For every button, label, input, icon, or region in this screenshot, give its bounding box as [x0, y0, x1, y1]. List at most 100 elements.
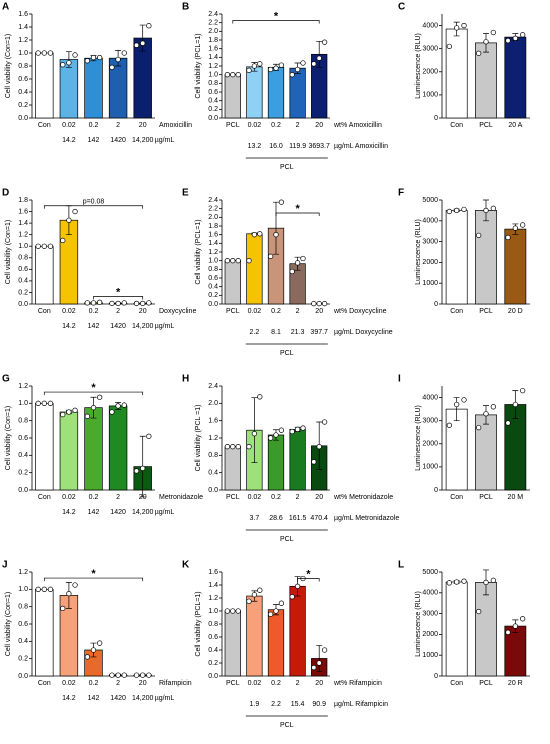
- significance-label: *: [274, 10, 279, 22]
- x-tick-label: 2: [116, 308, 120, 315]
- x-sublabel: 14.2: [62, 509, 76, 516]
- panel-label: L: [398, 560, 404, 571]
- y-axis-label: Cell viability (PCL=1): [195, 591, 202, 656]
- data-point: [235, 72, 241, 78]
- significance-bar: [43, 391, 144, 396]
- panel-label: C: [398, 2, 405, 13]
- data-point: [35, 400, 41, 406]
- bar: [35, 402, 54, 491]
- x-sublabel: 13.2: [248, 143, 262, 150]
- data-point: [476, 50, 482, 56]
- y-tick-label: 2.4: [208, 11, 218, 18]
- error-bar: [139, 24, 146, 52]
- y-tick-label: 2000: [422, 441, 438, 448]
- data-point: [72, 52, 78, 58]
- data-point: [267, 253, 274, 259]
- panel-label: A: [2, 2, 9, 13]
- data-point: [230, 444, 236, 450]
- x-tick-label: 2: [296, 680, 300, 687]
- data-point: [41, 586, 47, 592]
- x-sublabel: 1.9: [250, 701, 260, 708]
- data-point: [121, 672, 127, 678]
- group-label: PCL: [280, 350, 294, 357]
- y-tick-label: 1.4: [208, 240, 218, 247]
- y-tick-label: 1000: [422, 464, 438, 471]
- group-label: PCL: [280, 722, 294, 729]
- data-point: [72, 582, 78, 588]
- x-sublabel: 14,200: [132, 137, 154, 144]
- y-tick-label: 0: [434, 673, 438, 680]
- x-tick-label: 20 R: [508, 680, 523, 687]
- data-point: [235, 258, 241, 264]
- x-tick-label: 2: [116, 494, 120, 501]
- data-point: [289, 72, 295, 78]
- data-point: [483, 39, 489, 45]
- data-point: [294, 66, 301, 73]
- y-tick-label: 0.8: [18, 604, 28, 611]
- x-tick-label: 2: [116, 122, 120, 129]
- x-tick-label: Con: [450, 494, 463, 501]
- data-point: [267, 66, 274, 73]
- data-point: [512, 225, 518, 231]
- bar: [445, 210, 468, 305]
- y-tick-label: 2000: [422, 631, 438, 638]
- data-point: [84, 300, 90, 306]
- data-point: [454, 401, 460, 408]
- data-point: [90, 647, 97, 653]
- data-point: [257, 587, 263, 593]
- y-tick-label: 0.0: [208, 115, 218, 122]
- data-point: [146, 300, 152, 306]
- y-tick-label: 4000: [422, 394, 438, 401]
- data-point: [109, 300, 115, 307]
- x-sublabel: 14,200: [132, 323, 154, 330]
- significance-label: p=0.08: [83, 199, 105, 206]
- x-sublabel: 142: [88, 323, 100, 330]
- x-tick-label: PCL: [226, 494, 240, 501]
- y-tick-label: 0.4: [208, 647, 218, 654]
- data-point: [505, 234, 511, 241]
- error-bar: [251, 397, 258, 464]
- bar: [445, 408, 468, 491]
- data-point: [96, 640, 103, 646]
- x-tick-label: 20: [139, 494, 147, 501]
- bar: [289, 585, 306, 677]
- data-point: [273, 65, 279, 71]
- x-sublabel: 90.9: [312, 701, 326, 708]
- x-sublabel-unit: µg/mL Metronidazole: [334, 515, 399, 522]
- data-point: [294, 426, 301, 432]
- y-tick-label: 1.2: [18, 383, 28, 390]
- x-tick-label: 2: [296, 122, 300, 129]
- bar: [224, 610, 241, 677]
- data-point: [490, 205, 496, 211]
- bar: [289, 428, 306, 491]
- data-point: [235, 444, 241, 450]
- data-point: [47, 50, 54, 56]
- x-sublabel-unit: µg/mL: [155, 323, 175, 330]
- x-tick-label: 0.02: [248, 122, 262, 129]
- data-point: [300, 425, 306, 431]
- data-point: [140, 672, 146, 678]
- x-tick-label: 0.2: [271, 494, 281, 501]
- data-point: [289, 428, 295, 435]
- data-point: [257, 231, 263, 237]
- y-tick-label: 0.2: [208, 660, 218, 667]
- panel-label: F: [398, 188, 404, 199]
- group-label: PCL: [280, 536, 294, 543]
- x-tick-label: 20: [139, 308, 147, 315]
- data-point: [66, 60, 72, 66]
- data-point: [505, 629, 511, 635]
- y-axis-label: Luminescence (RLU): [415, 33, 422, 99]
- bar: [267, 66, 285, 119]
- y-tick-label: 0.0: [18, 115, 28, 122]
- data-point: [454, 25, 460, 31]
- x-sublabel: 8.1: [271, 329, 281, 336]
- y-tick-label: 5000: [422, 197, 438, 204]
- data-point: [66, 409, 72, 415]
- y-tick-label: 0.8: [208, 266, 218, 273]
- data-point: [133, 672, 140, 678]
- x-tick-label: 0.2: [89, 122, 99, 129]
- x-tick-label: PCL: [226, 308, 240, 315]
- data-point: [251, 592, 258, 598]
- y-tick-label: 0.2: [208, 106, 218, 113]
- x-sublabel-unit: µg/mL: [155, 695, 175, 702]
